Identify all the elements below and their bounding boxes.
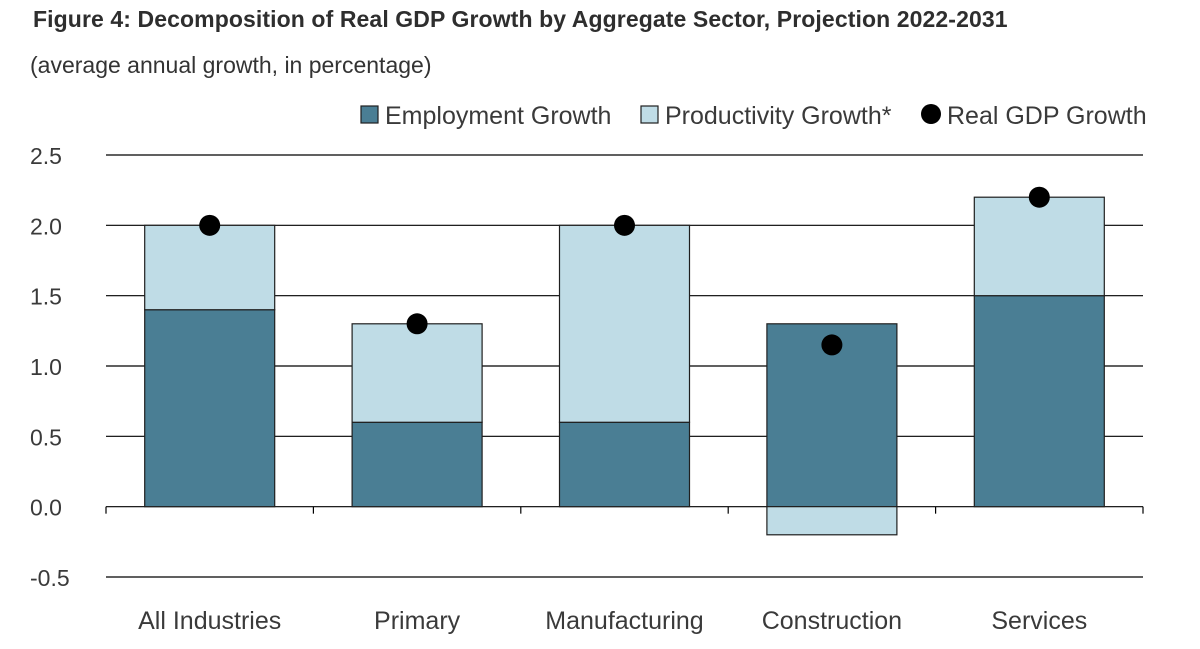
x-category-label: Primary bbox=[374, 607, 461, 635]
bar-employment-growth bbox=[973, 295, 1105, 508]
figure-title: Figure 4: Decomposition of Real GDP Grow… bbox=[33, 6, 1008, 32]
bar-productivity-growth bbox=[144, 224, 276, 311]
bar-productivity-growth bbox=[973, 196, 1105, 297]
legend-marker bbox=[921, 104, 941, 124]
x-category-label: All Industries bbox=[138, 607, 281, 635]
legend-swatch bbox=[360, 105, 379, 124]
bars bbox=[144, 196, 1105, 536]
marker-real-gdp-growth bbox=[821, 334, 843, 356]
bar-productivity-growth bbox=[558, 224, 691, 423]
legend-label: Productivity Growth* bbox=[665, 102, 892, 130]
x-category-label: Manufacturing bbox=[545, 607, 703, 635]
bar-employment-growth bbox=[558, 421, 691, 508]
x-category-label: Construction bbox=[762, 607, 902, 635]
bar-productivity-growth bbox=[351, 323, 483, 423]
legend-label: Real GDP Growth bbox=[947, 102, 1147, 130]
marker-real-gdp-growth bbox=[406, 313, 428, 335]
x-category-labels: All Industries Primary Manufacturing Constr… bbox=[138, 607, 1087, 635]
bar-productivity-growth bbox=[766, 506, 898, 536]
marker-real-gdp-growth bbox=[614, 214, 635, 236]
y-tick-label: -0.5 bbox=[30, 565, 70, 591]
x-category-label: Services bbox=[991, 607, 1087, 635]
legend-swatch bbox=[640, 105, 659, 124]
legend-label: Employment Growth bbox=[385, 102, 611, 130]
bar-employment-growth bbox=[351, 421, 483, 508]
y-tick-labels: 2.5 2.0 1.5 1.0 0.5 0.0 -0.5 bbox=[30, 143, 70, 591]
x-axis bbox=[105, 506, 1144, 514]
legend: Employment Growth Productivity Growth* Rea… bbox=[360, 102, 1147, 130]
y-tick-label: 2.5 bbox=[30, 143, 62, 169]
marker-real-gdp-growth bbox=[199, 214, 221, 236]
y-tick-label: 2.0 bbox=[30, 213, 62, 239]
y-tick-label: 0.5 bbox=[30, 424, 62, 450]
figure-subtitle: (average annual growth, in percentage) bbox=[30, 52, 432, 78]
marker-real-gdp-growth bbox=[1028, 186, 1050, 208]
gdp-markers bbox=[199, 186, 1050, 356]
bar-employment-growth bbox=[144, 309, 276, 508]
y-tick-label: 1.5 bbox=[30, 284, 62, 310]
y-tick-label: 1.0 bbox=[30, 354, 62, 380]
y-tick-label: 0.0 bbox=[30, 495, 62, 521]
